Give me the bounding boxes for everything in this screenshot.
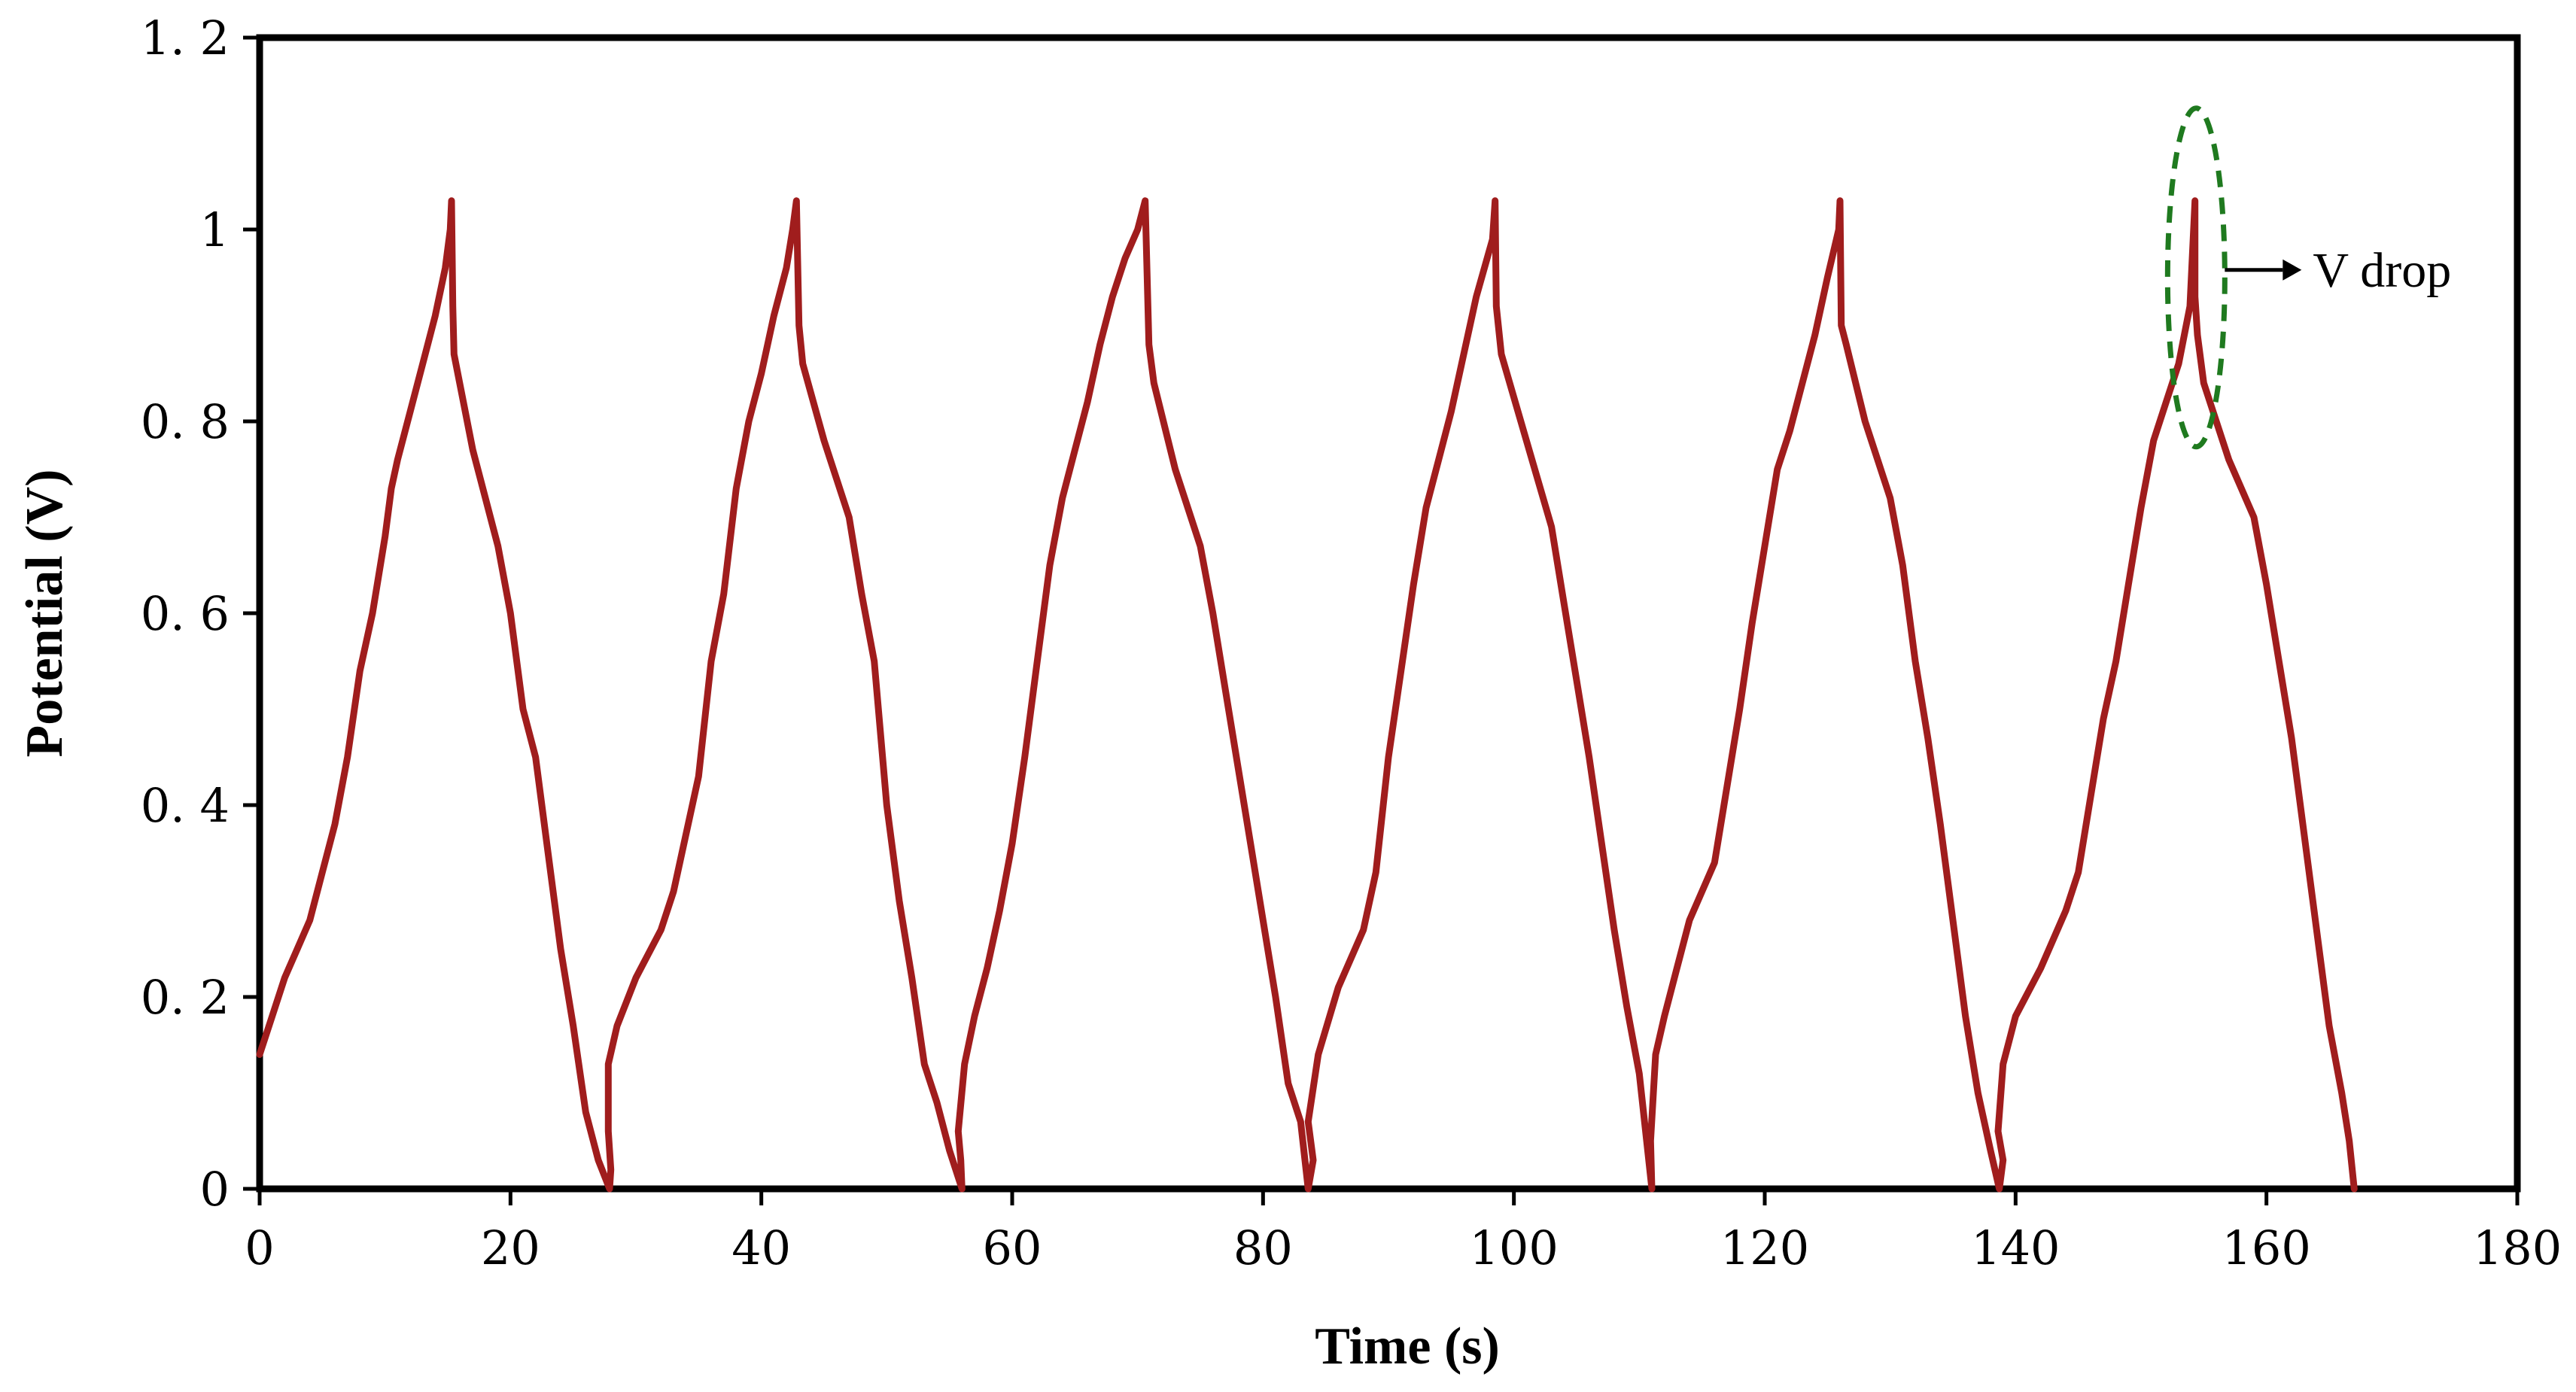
y-tick-label: 1 (200, 202, 230, 257)
y-axis-title: Potential (V) (16, 470, 74, 758)
annotation-ellipse (2164, 105, 2228, 450)
x-tick-label: 20 (481, 1220, 540, 1275)
x-axis-ticks: 0 20 40 60 80 100 120 140 160 180 (245, 1189, 2562, 1275)
x-tick-label: 180 (2473, 1220, 2562, 1275)
annotation-layer: V drop (2164, 105, 2451, 450)
y-tick-label: 0. 6 (141, 586, 230, 641)
x-tick-label: 40 (731, 1220, 791, 1275)
x-tick-label: 160 (2222, 1220, 2310, 1275)
plot-area (256, 34, 2521, 1193)
x-tick-label: 100 (1469, 1220, 1558, 1275)
x-tick-label: 60 (983, 1220, 1042, 1275)
y-tick-label: 0 (200, 1162, 230, 1217)
x-tick-label: 0 (245, 1220, 274, 1275)
x-tick-label: 140 (1971, 1220, 2060, 1275)
y-tick-label: 1. 2 (141, 11, 230, 65)
series-layer (256, 197, 2358, 1193)
y-tick-label: 0. 4 (141, 778, 230, 833)
annotation-arrow-head (2283, 259, 2302, 281)
y-tick-label: 0. 2 (141, 970, 230, 1025)
x-tick-label: 80 (1233, 1220, 1293, 1275)
y-tick-label: 0. 8 (141, 394, 230, 449)
x-axis-title: Time (s) (1315, 1318, 1500, 1375)
x-tick-label: 120 (1720, 1220, 1809, 1275)
series-line-0 (256, 197, 2358, 1193)
y-axis-ticks: 0 0. 2 0. 4 0. 6 0. 8 1 1. 2 (141, 11, 260, 1217)
annotation-label: V drop (2313, 243, 2451, 298)
